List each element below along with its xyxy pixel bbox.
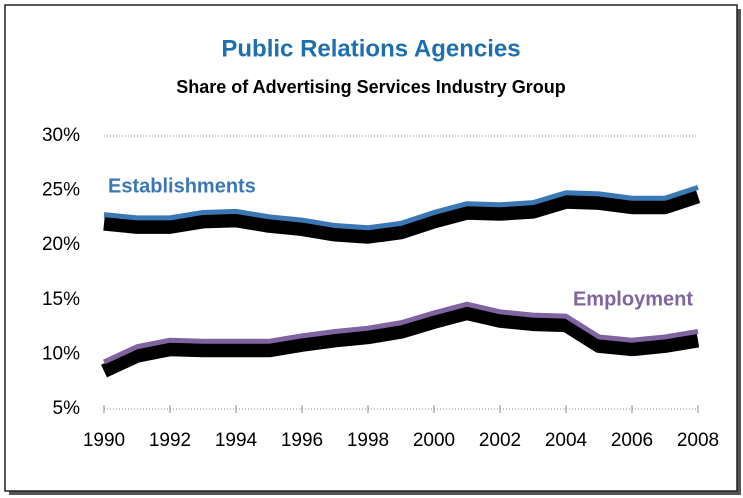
y-tick-label: 10% xyxy=(42,343,80,364)
frame xyxy=(4,4,738,492)
line-shadow xyxy=(103,189,701,244)
x-tick-label: 2006 xyxy=(611,430,653,451)
x-tick-label: 2004 xyxy=(545,430,588,451)
x-tick-label: 1992 xyxy=(149,430,191,451)
y-tick-label: 20% xyxy=(42,234,80,255)
x-tick-label: 2008 xyxy=(677,430,719,451)
series-label: Establishments xyxy=(108,175,256,197)
line xyxy=(103,184,699,231)
line-shadow xyxy=(101,306,700,378)
x-tick-label: 1994 xyxy=(215,430,258,451)
x-tick-label: 2000 xyxy=(413,430,455,451)
x-tick-label: 1996 xyxy=(281,430,323,451)
chart-subtitle: Share of Advertising Services Industry G… xyxy=(176,77,565,97)
y-tick-label: 5% xyxy=(53,398,81,419)
y-tick-label: 30% xyxy=(42,125,80,146)
x-tick-label: 1998 xyxy=(347,430,389,451)
x-tick-label: 2002 xyxy=(479,430,521,451)
series-label: Employment xyxy=(573,288,693,310)
y-tick-label: 15% xyxy=(42,289,80,310)
line xyxy=(102,301,699,365)
chart-title: Public Relations Agencies xyxy=(221,35,520,62)
y-tick-label: 25% xyxy=(42,180,80,201)
x-tick-label: 1990 xyxy=(83,430,125,451)
